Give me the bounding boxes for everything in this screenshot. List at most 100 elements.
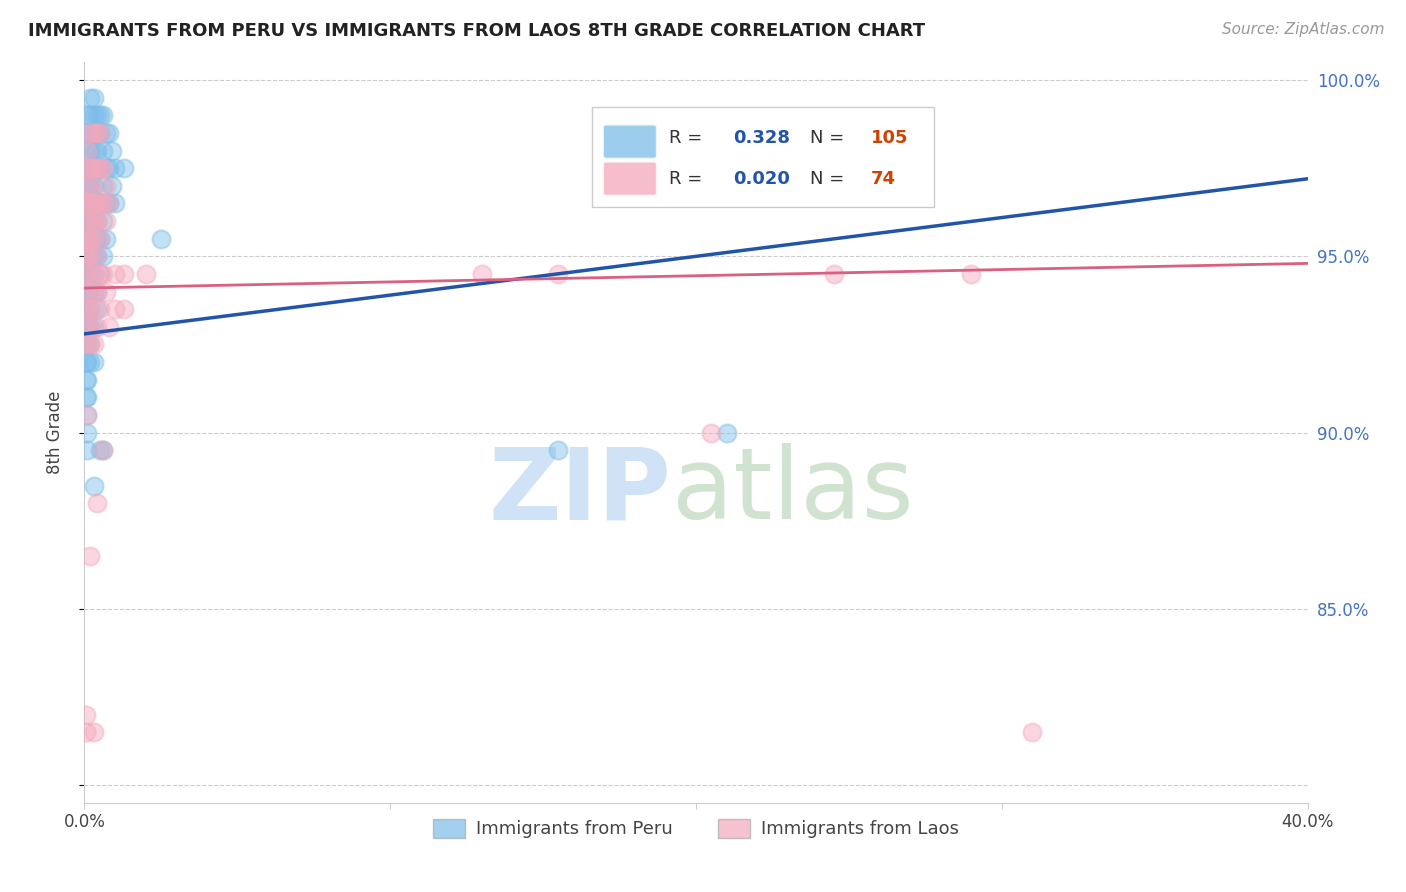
Point <box>86 302 108 317</box>
Point <box>76 408 98 422</box>
Point <box>94 126 117 140</box>
Point <box>1021 725 1043 739</box>
Point <box>83 267 105 281</box>
Point <box>94 196 117 211</box>
Point <box>104 267 127 281</box>
Point <box>83 178 105 193</box>
Point <box>83 91 105 105</box>
Text: R =: R = <box>669 129 709 147</box>
Point <box>75 267 97 281</box>
Point <box>823 267 845 281</box>
FancyBboxPatch shape <box>592 107 935 207</box>
Point <box>79 126 101 140</box>
Point <box>89 232 111 246</box>
Point <box>86 214 108 228</box>
Point <box>76 443 98 458</box>
Point <box>91 178 114 193</box>
Text: R =: R = <box>669 169 709 187</box>
Point <box>76 232 98 246</box>
Point <box>86 161 108 176</box>
Point <box>79 214 101 228</box>
Point <box>89 232 111 246</box>
Point <box>94 285 117 299</box>
Point <box>79 549 101 563</box>
Point <box>76 249 98 263</box>
Point <box>86 285 108 299</box>
Point <box>94 178 117 193</box>
Point <box>76 144 98 158</box>
Point <box>79 232 101 246</box>
Point <box>75 196 97 211</box>
Point <box>86 144 108 158</box>
Point <box>83 725 105 739</box>
Point <box>89 161 111 176</box>
Point <box>79 214 101 228</box>
Point <box>86 196 108 211</box>
Point <box>79 161 101 176</box>
Point <box>76 126 98 140</box>
Point <box>75 178 97 193</box>
Point <box>83 214 105 228</box>
Point <box>83 126 105 140</box>
Point <box>547 267 569 281</box>
Point <box>89 443 111 458</box>
Point <box>112 161 135 176</box>
Point <box>79 302 101 317</box>
Point <box>83 144 105 158</box>
Y-axis label: 8th Grade: 8th Grade <box>45 391 63 475</box>
Point <box>86 249 108 263</box>
Point <box>76 214 98 228</box>
Point <box>89 302 111 317</box>
Point <box>75 285 97 299</box>
Point <box>97 126 120 140</box>
Point <box>76 408 98 422</box>
Text: N =: N = <box>810 169 849 187</box>
Point <box>86 319 108 334</box>
Point <box>79 249 101 263</box>
Point <box>86 196 108 211</box>
Point <box>89 108 111 122</box>
Point <box>75 302 97 317</box>
Point <box>609 178 631 193</box>
Point <box>79 126 101 140</box>
Point <box>83 249 105 263</box>
Point <box>75 319 97 334</box>
Point <box>97 196 120 211</box>
Point <box>83 214 105 228</box>
Point <box>83 302 105 317</box>
Point <box>716 425 738 440</box>
Point <box>104 302 127 317</box>
Point <box>76 267 98 281</box>
Point <box>79 196 101 211</box>
FancyBboxPatch shape <box>603 125 657 159</box>
Point <box>91 214 114 228</box>
Text: 105: 105 <box>870 129 908 147</box>
Point <box>83 126 105 140</box>
Point <box>76 144 98 158</box>
Point <box>76 373 98 387</box>
Point <box>76 337 98 351</box>
Point <box>79 337 101 351</box>
Point <box>94 161 117 176</box>
Point <box>76 337 98 351</box>
Point <box>75 355 97 369</box>
Text: 74: 74 <box>870 169 896 187</box>
Point <box>83 161 105 176</box>
Point <box>76 161 98 176</box>
Point <box>112 267 135 281</box>
Point <box>86 161 108 176</box>
Point <box>75 214 97 228</box>
Point <box>75 249 97 263</box>
Point <box>91 249 114 263</box>
Point <box>76 355 98 369</box>
Point <box>97 196 120 211</box>
Text: ZIP: ZIP <box>489 443 672 541</box>
Text: N =: N = <box>810 129 849 147</box>
Point <box>75 285 97 299</box>
Point <box>83 355 105 369</box>
Point <box>94 232 117 246</box>
Point <box>76 196 98 211</box>
Point <box>101 178 124 193</box>
Point <box>76 161 98 176</box>
Point <box>75 319 97 334</box>
